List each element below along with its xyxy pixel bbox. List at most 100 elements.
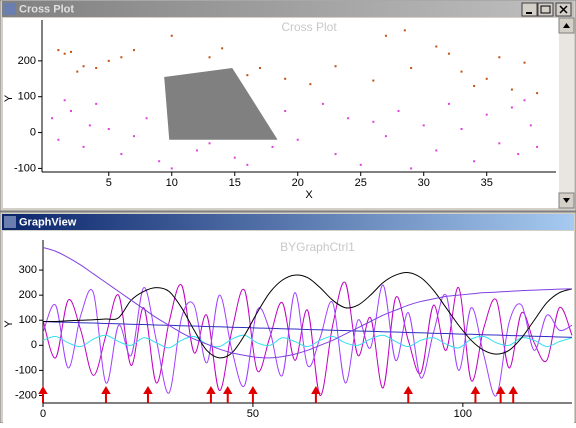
scatter-point	[517, 153, 520, 156]
scatter-point	[95, 102, 98, 105]
scatter-point	[403, 29, 406, 32]
window-icon	[4, 3, 16, 15]
scatter-point	[145, 117, 148, 120]
x-tick-label: 100	[454, 408, 472, 420]
title-bar[interactable]	[2, 214, 574, 230]
window-title: GraphView	[19, 216, 77, 228]
window-title: Cross Plot	[19, 3, 74, 15]
scrollbar[interactable]	[559, 18, 574, 208]
plot-pane	[3, 231, 574, 423]
scatter-point	[284, 110, 287, 113]
scatter-point	[221, 47, 224, 50]
title-bar[interactable]	[2, 1, 574, 17]
scatter-point	[510, 106, 513, 109]
window-buttons	[521, 2, 572, 17]
scatter-point	[435, 45, 438, 48]
event-marker	[311, 386, 321, 403]
scatter-point	[51, 117, 54, 120]
scatter-point	[372, 120, 375, 123]
y-axis-label: Y	[3, 94, 15, 102]
scatter-point	[435, 149, 438, 152]
x-tick-label: 15	[229, 177, 241, 189]
scatter-point	[447, 52, 450, 55]
scatter-point	[132, 49, 135, 52]
maximize-button[interactable]	[537, 2, 554, 17]
scatter-point	[523, 99, 526, 102]
line-series	[43, 320, 573, 338]
event-marker	[206, 386, 216, 403]
y-tick-label: 100	[19, 314, 37, 326]
line-series	[43, 284, 573, 397]
scatter-point	[258, 67, 261, 70]
scatter-point	[233, 156, 236, 159]
scatter-point	[271, 145, 274, 148]
scatter-point	[246, 74, 249, 77]
scatter-point	[485, 113, 488, 116]
event-marker	[143, 386, 153, 403]
scatter-point	[523, 61, 526, 64]
close-glyph	[559, 5, 568, 14]
x-tick-label: 20	[292, 177, 304, 189]
scatter-point	[69, 50, 72, 53]
event-marker	[101, 386, 111, 403]
scatter-point	[498, 142, 501, 145]
scatter-point	[158, 160, 161, 163]
y-tick-label: 200	[18, 55, 36, 67]
scatter-point	[334, 65, 337, 68]
y-tick-label: 200	[19, 289, 37, 301]
x-tick-label: 10	[166, 177, 178, 189]
scatter-point	[195, 149, 198, 152]
scatter-point	[107, 127, 110, 130]
plot-area	[51, 29, 539, 170]
scroll-up-glyph	[563, 23, 570, 28]
scatter-point	[473, 84, 476, 87]
scatter-point	[536, 145, 539, 148]
scatter-point	[63, 99, 66, 102]
y-tick-label: 300	[19, 264, 37, 276]
event-marker	[403, 386, 414, 403]
scatter-point	[63, 52, 66, 55]
scatter-point	[447, 102, 450, 105]
y-axis-label: Y	[3, 320, 15, 328]
y-tick-label: 0	[30, 126, 36, 138]
minimize-button[interactable]	[521, 2, 538, 17]
scatter-point	[208, 56, 211, 59]
scatter-point	[107, 59, 110, 62]
chart-title: BYGraphCtrl1	[280, 240, 355, 254]
chart-title: Cross Plot	[281, 20, 337, 34]
scatter-point	[284, 77, 287, 80]
x-tick-label: 0	[40, 408, 46, 420]
event-marker	[470, 386, 481, 403]
event-marker	[222, 386, 233, 403]
scatter-point	[384, 34, 387, 37]
scatter-point	[120, 153, 123, 156]
scatter-point	[460, 70, 463, 73]
event-marker	[495, 386, 506, 403]
scatter-point	[57, 49, 60, 52]
scatter-point	[410, 67, 413, 70]
scatter-point	[76, 70, 79, 73]
scatter-point	[498, 56, 501, 59]
scatter-point	[384, 135, 387, 138]
scatter-point	[309, 83, 312, 86]
y-tick-label: -100	[14, 162, 36, 174]
scatter-point	[69, 110, 72, 113]
scatter-point	[120, 56, 123, 59]
scatter-point	[347, 117, 350, 120]
x-tick-label: 50	[247, 408, 259, 420]
scatter-point	[170, 34, 173, 37]
polygon	[164, 68, 278, 140]
line-series	[43, 334, 573, 349]
scatter-point	[132, 135, 135, 138]
scatter-point	[208, 142, 211, 145]
window-icon	[4, 216, 16, 228]
scatter-point	[57, 138, 60, 141]
x-tick-label: 5	[106, 177, 112, 189]
scatter-point	[321, 102, 324, 105]
event-marker	[248, 386, 258, 403]
line-series	[43, 247, 573, 359]
scatter-point	[170, 167, 173, 170]
y-tick-label: 100	[18, 91, 36, 103]
scatter-point	[529, 124, 532, 127]
